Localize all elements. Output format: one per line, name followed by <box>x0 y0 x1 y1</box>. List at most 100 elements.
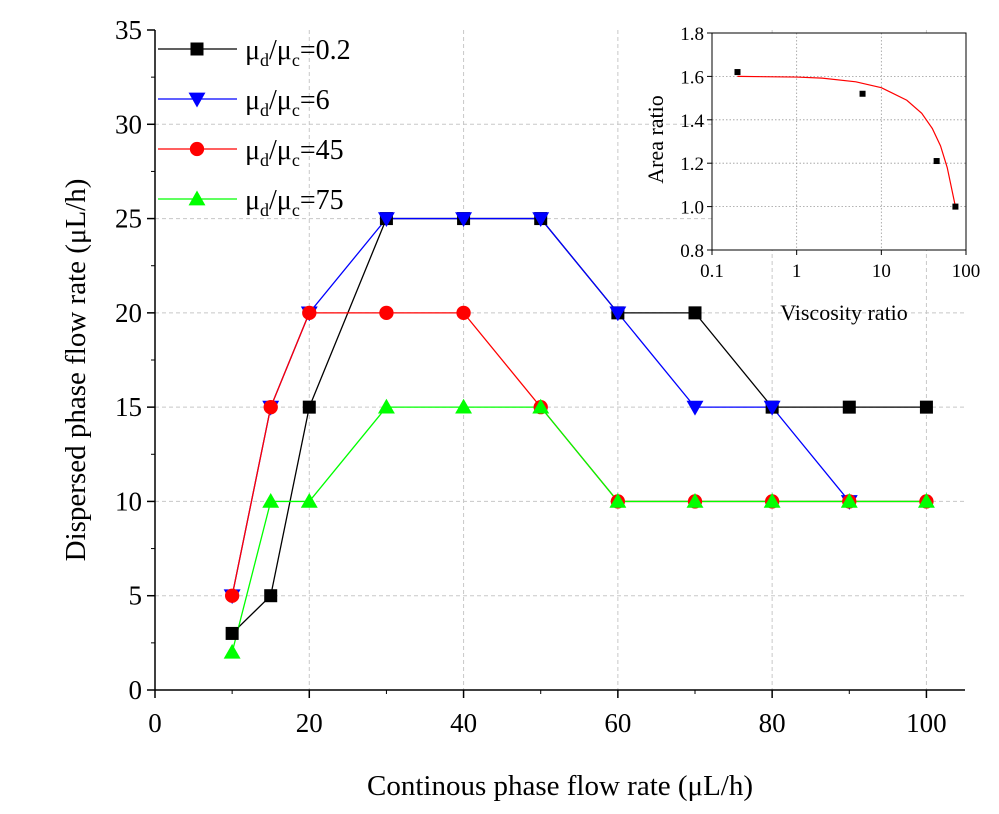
legend-label-3: μd/μc=75 <box>245 185 344 220</box>
legend-marker-2 <box>189 141 205 157</box>
data-point-series-3 <box>455 398 473 414</box>
legend-subscript: c <box>292 150 300 170</box>
main-axes: 0 5 10 15 20 25 30 35 0 20 40 60 80 100 Continous phas… <box>60 15 965 802</box>
legend-mu: μ <box>277 35 292 66</box>
data-point-series-3 <box>300 492 318 508</box>
data-point-series-1 <box>763 400 781 416</box>
legend-mu: μ <box>245 135 260 166</box>
data-point-series-3 <box>609 492 627 508</box>
data-point-series-3 <box>377 398 395 414</box>
y-tick-label: 20 <box>115 298 142 328</box>
data-point-series-0 <box>919 400 933 414</box>
x-axis-title: Continous phase flow rate (μL/h) <box>367 770 753 802</box>
data-point-series-0 <box>842 400 856 414</box>
inset-y-tick-label: 1.2 <box>680 154 704 175</box>
legend-subscript: d <box>260 100 269 120</box>
data-point-series-0 <box>688 306 702 320</box>
y-tick-label: 30 <box>115 109 142 139</box>
inset-chart: 0.8 1.0 1.2 1.4 1.6 1.8 0.1 1 10 100 Viscosity rat… <box>643 24 980 325</box>
legend-marker-1 <box>188 92 206 108</box>
inset-x-tick-label: 10 <box>872 261 891 282</box>
data-point-series-3 <box>223 643 241 659</box>
x-tick-label: 80 <box>759 708 786 738</box>
x-tick-label: 0 <box>148 708 162 738</box>
series-line-3 <box>231 406 927 653</box>
legend-value: =0.2 <box>300 35 351 66</box>
y-tick-label: 0 <box>129 675 143 705</box>
inset-x-tick-label: 1 <box>792 261 802 282</box>
data-point-series-1 <box>609 306 627 322</box>
inset-data-point <box>859 90 866 97</box>
legend-slash: / <box>269 135 277 166</box>
legend-slash: / <box>269 85 277 116</box>
legend-label-1: μd/μc=6 <box>245 85 330 120</box>
legend-value: =75 <box>300 185 344 216</box>
data-point-series-2 <box>456 305 471 321</box>
inset-y-tick-label: 1.8 <box>680 24 704 45</box>
data-point-series-3 <box>262 492 280 508</box>
data-point-series-0 <box>264 589 278 603</box>
legend-mu: μ <box>245 85 260 116</box>
data-point-series-1 <box>532 212 550 228</box>
legend-subscript: c <box>292 50 300 70</box>
legend-marker-3 <box>188 190 206 206</box>
main-series-group <box>223 212 935 659</box>
legend-label-2: μd/μc=45 <box>245 135 344 170</box>
inset-y-axis-title: Area ratio <box>643 95 668 184</box>
inset-y-tick-label: 1.4 <box>680 111 704 132</box>
legend-subscript: c <box>292 200 300 220</box>
inset-data-point <box>734 69 741 76</box>
legend-mu: μ <box>277 185 292 216</box>
legend-slash: / <box>269 185 277 216</box>
y-tick-label: 25 <box>115 204 142 234</box>
legend-value: =6 <box>300 85 330 116</box>
x-tick-label: 100 <box>906 708 947 738</box>
data-point-series-3 <box>917 492 935 508</box>
y-tick-label: 5 <box>129 581 143 611</box>
data-point-series-3 <box>686 492 704 508</box>
inset-y-tick-label: 1.6 <box>680 67 704 88</box>
legend-subscript: c <box>292 100 300 120</box>
data-point-series-2 <box>224 588 240 603</box>
y-tick-label: 15 <box>115 392 142 422</box>
data-point-series-2 <box>379 305 394 321</box>
inset-frame <box>711 32 967 251</box>
inset-y-tick-label: 0.8 <box>680 241 704 262</box>
inset-x-axis-title: Viscosity ratio <box>780 300 908 325</box>
legend-slash: / <box>269 35 277 66</box>
legend-subscript: d <box>260 200 269 220</box>
x-tick-label: 40 <box>450 708 477 738</box>
legend-marker-0 <box>190 42 204 56</box>
legend-mu: μ <box>245 35 260 66</box>
data-point-series-1 <box>377 212 395 228</box>
inset-data-point <box>952 203 959 210</box>
data-point-series-2 <box>302 305 317 321</box>
inset-data-point <box>933 158 940 165</box>
y-axis-title: Dispersed phase flow rate (μL/h) <box>60 179 92 562</box>
data-point-series-2 <box>263 399 278 415</box>
legend-mu: μ <box>277 135 292 166</box>
x-tick-label: 60 <box>604 708 631 738</box>
data-point-series-3 <box>532 398 550 414</box>
data-point-series-3 <box>840 492 858 508</box>
inset-background <box>712 33 966 250</box>
data-point-series-1 <box>455 212 473 228</box>
x-tick-label: 20 <box>296 708 323 738</box>
data-point-series-1 <box>686 400 704 416</box>
y-tick-label: 35 <box>115 15 142 45</box>
legend-label-0: μd/μc=0.2 <box>245 35 351 70</box>
inset-x-tick-label: 100 <box>952 261 981 282</box>
legend-subscript: d <box>260 50 269 70</box>
data-point-series-0 <box>225 626 239 640</box>
inset-y-tick-label: 1.0 <box>680 198 704 219</box>
data-point-series-0 <box>302 400 316 414</box>
legend-value: =45 <box>300 135 344 166</box>
legend-subscript: d <box>260 150 269 170</box>
y-tick-label: 10 <box>115 486 142 516</box>
inset-x-tick-label: 0.1 <box>700 261 724 282</box>
legend-mu: μ <box>245 185 260 216</box>
inset-fit-curve <box>737 75 957 207</box>
legend-mu: μ <box>277 85 292 116</box>
